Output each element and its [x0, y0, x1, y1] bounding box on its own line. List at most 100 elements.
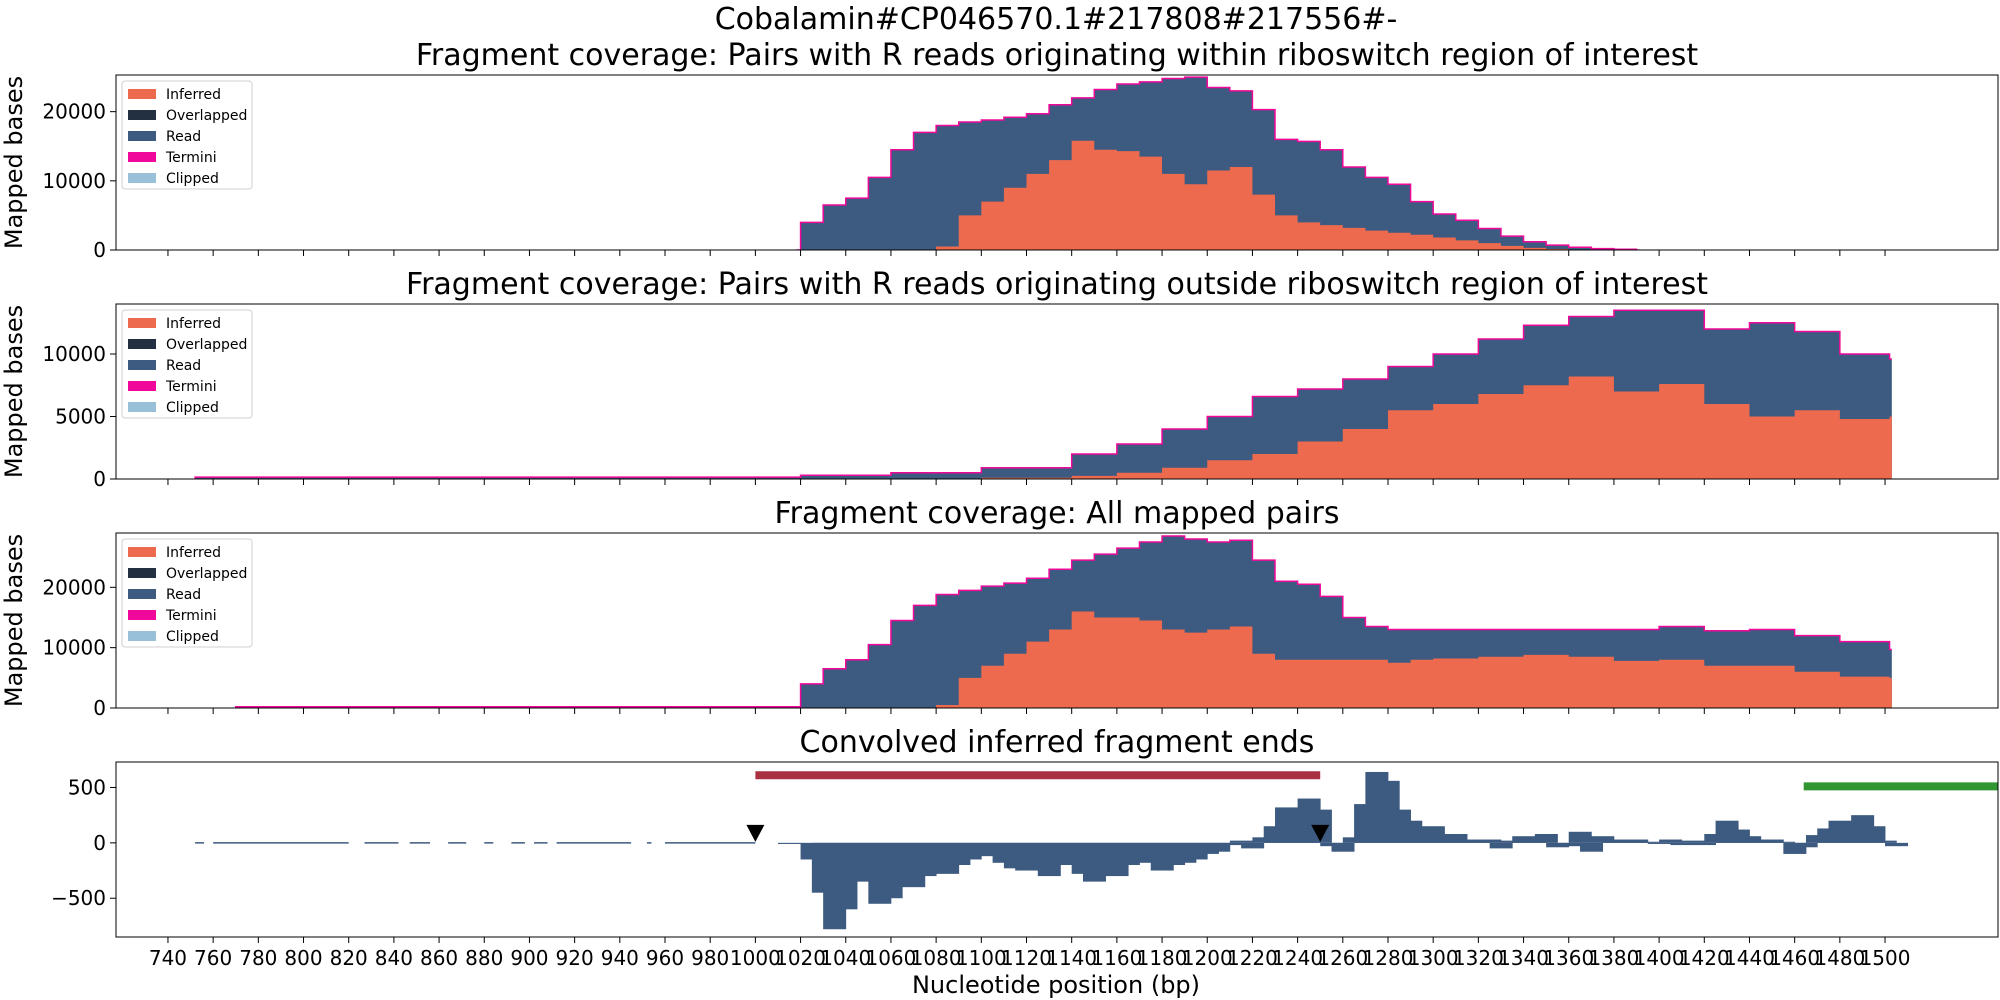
bar	[1489, 842, 1513, 849]
x-tick-label: 1160	[1091, 946, 1142, 970]
panel-title: Fragment coverage: All mapped pairs	[775, 496, 1340, 531]
x-axis-label: Nucleotide position (bp)	[912, 971, 1200, 999]
y-tick-label: −500	[51, 886, 106, 910]
axes-frame	[115, 74, 1999, 251]
legend-label-read: Read	[166, 129, 201, 145]
x-tick-label: 1260	[1317, 946, 1368, 970]
x-tick-label: 800	[284, 946, 322, 970]
bar	[1207, 842, 1231, 852]
axes-frame	[115, 532, 1999, 709]
bar	[1534, 833, 1558, 843]
y-tick-label: 20000	[42, 100, 106, 124]
x-tick-label: 1140	[1046, 946, 1097, 970]
axes-frame	[115, 761, 1999, 938]
y-tick-label: 0	[93, 696, 106, 720]
bar	[1241, 842, 1265, 849]
plot-area	[195, 771, 1998, 930]
x-tick-label: 1000	[730, 946, 781, 970]
x-tick-label: 1460	[1769, 946, 1820, 970]
legend-swatch-inferred	[128, 89, 156, 99]
bar	[1670, 842, 1694, 846]
legend-swatch-inferred	[128, 547, 156, 557]
legend-label-termini: Termini	[165, 379, 217, 395]
bar	[1331, 842, 1355, 852]
legend-swatch-termini	[128, 381, 156, 391]
x-tick-label: 1280	[1363, 946, 1414, 970]
bar	[1738, 836, 1762, 843]
x-tick-label: 1200	[1182, 946, 1233, 970]
legend-label-clipped: Clipped	[166, 629, 219, 645]
legend-label-inferred: Inferred	[166, 87, 221, 103]
series-inferred-area	[235, 611, 1892, 708]
y-axis-label: Mapped bases	[0, 305, 28, 478]
legend-label-overlapped: Overlapped	[166, 566, 247, 582]
legend-label-inferred: Inferred	[166, 545, 221, 561]
legend-label-clipped: Clipped	[166, 171, 219, 187]
panel-3: Fragment coverage: All mapped pairs Infer…	[0, 496, 1999, 720]
series-inferred-area	[796, 140, 1639, 250]
x-tick-label: 1180	[1137, 946, 1188, 970]
x-tick-label: 840	[375, 946, 413, 970]
panel-2: Fragment coverage: Pairs with R reads or…	[0, 267, 1999, 491]
axes-frame	[115, 303, 1999, 480]
figure-suptitle: Cobalamin#CP046570.1#217808#217556#-	[715, 2, 1398, 37]
bar	[1885, 842, 1909, 847]
bar	[1478, 839, 1502, 843]
bar	[1444, 833, 1468, 843]
legend-swatch-read	[128, 360, 156, 370]
x-tick-label: 880	[465, 946, 503, 970]
x-tick-label: 1080	[911, 946, 962, 970]
bar	[1760, 839, 1784, 843]
x-tick-label: 1240	[1272, 946, 1323, 970]
x-tick-label: 940	[601, 946, 639, 970]
plot-area	[194, 309, 1892, 479]
bar	[1692, 842, 1716, 846]
x-tick-label: 900	[510, 946, 548, 970]
x-tick-label: 1320	[1453, 946, 1504, 970]
bar	[1794, 842, 1818, 848]
legend-label-inferred: Inferred	[166, 316, 221, 332]
legend-label-read: Read	[166, 358, 201, 374]
legend: Inferred Overlapped Read Termini Clipped	[121, 309, 253, 419]
panel-title: Convolved inferred fragment ends	[800, 725, 1315, 760]
bar	[1783, 842, 1807, 854]
y-tick-label: 0	[93, 238, 106, 262]
plot-area	[234, 535, 1892, 708]
bar	[1681, 840, 1705, 843]
x-tick-label: 1100	[956, 946, 1007, 970]
y-tick-label: 500	[68, 775, 106, 799]
bar	[1873, 840, 1897, 843]
bar	[1659, 839, 1683, 843]
legend-swatch-clipped	[128, 402, 156, 412]
marker-triangle	[746, 824, 765, 842]
legend-label-termini: Termini	[165, 150, 217, 166]
y-tick-label: 5000	[55, 405, 106, 429]
legend-swatch-clipped	[128, 631, 156, 641]
series-inferred-area	[195, 376, 1892, 479]
x-tick-label: 980	[691, 946, 729, 970]
marker-triangle	[1311, 824, 1330, 842]
panel-title: Fragment coverage: Pairs with R reads or…	[406, 267, 1708, 302]
series-termini-line	[796, 76, 1639, 250]
y-axis-label: Mapped bases	[0, 76, 28, 249]
y-tick-label: 10000	[42, 636, 106, 660]
y-tick-label: 10000	[42, 169, 106, 193]
x-tick-label: 860	[420, 946, 458, 970]
x-tick-label: 1060	[865, 946, 916, 970]
x-tick-label: 740	[149, 946, 187, 970]
y-tick-label: 10000	[42, 342, 106, 366]
x-tick-label: 1440	[1724, 946, 1775, 970]
legend: Inferred Overlapped Read Termini Clipped	[121, 80, 253, 190]
bar	[777, 842, 801, 844]
panel-1: Fragment coverage: Pairs with R reads or…	[0, 38, 1999, 262]
legend-swatch-inferred	[128, 318, 156, 328]
x-tick-label: 1020	[775, 946, 826, 970]
legend-label-termini: Termini	[165, 608, 217, 624]
x-tick-label: 1480	[1814, 946, 1865, 970]
panel-4: Convolved inferred fragment ends −500 0 500…	[51, 725, 1999, 970]
x-tick-label: 1300	[1408, 946, 1459, 970]
legend-swatch-read	[128, 589, 156, 599]
panel-title: Fragment coverage: Pairs with R reads or…	[416, 38, 1699, 73]
x-tick-label: 1360	[1543, 946, 1594, 970]
x-tick-label: 1420	[1679, 946, 1730, 970]
